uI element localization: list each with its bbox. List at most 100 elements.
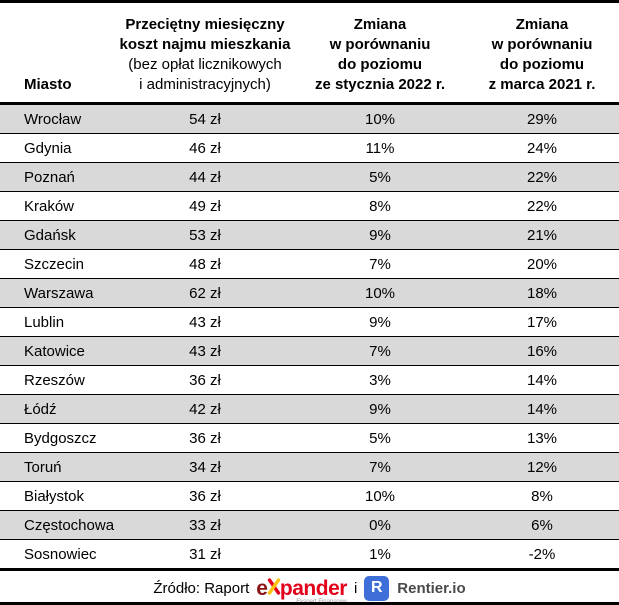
cell-cost: 31 zł: [115, 539, 295, 571]
cell-change_mar2021: 8%: [465, 481, 619, 511]
cell-city: Poznań: [0, 162, 115, 192]
cell-cost: 53 zł: [115, 220, 295, 250]
header-row: Miasto Przeciętny miesięczny koszt najmu m…: [0, 3, 619, 105]
table-row: Toruń 34 zł 7% 12%: [0, 452, 619, 482]
table-row: Białystok 36 zł 10% 8%: [0, 481, 619, 511]
cell-cost: 43 zł: [115, 307, 295, 337]
cell-change_jan2022: 7%: [295, 452, 465, 482]
expander-logo-e: e: [256, 576, 268, 600]
table-row: Rzeszów 36 zł 3% 14%: [0, 365, 619, 395]
header-line: koszt najmu mieszkania: [119, 36, 291, 53]
cell-change_mar2021: 22%: [465, 162, 619, 192]
cell-city: Wrocław: [0, 103, 115, 134]
cell-change_jan2022: 1%: [295, 539, 465, 571]
cell-change_jan2022: 8%: [295, 191, 465, 221]
source-footer: Źródło: Raport e pander Ekspert Finansow…: [0, 573, 619, 605]
header-line: w porównaniu: [329, 36, 431, 53]
cell-city: Białystok: [0, 481, 115, 511]
cell-change_mar2021: 21%: [465, 220, 619, 250]
column-header-city: Miasto: [0, 3, 115, 105]
cell-cost: 33 zł: [115, 510, 295, 540]
cell-city: Rzeszów: [0, 365, 115, 395]
cell-city: Gdańsk: [0, 220, 115, 250]
header-line: Zmiana: [353, 16, 407, 33]
cell-change_jan2022: 7%: [295, 336, 465, 366]
column-header-cost: Przeciętny miesięczny koszt najmu mieszka…: [115, 3, 295, 105]
cell-cost: 34 zł: [115, 452, 295, 482]
cell-change_mar2021: 18%: [465, 278, 619, 308]
cell-cost: 62 zł: [115, 278, 295, 308]
cell-cost: 46 zł: [115, 133, 295, 163]
rental-costs-table: Miasto Przeciętny miesięczny koszt najmu m…: [0, 3, 619, 571]
column-header-change_mar2021: Zmiana w porównaniu do poziomu z marca 2021…: [465, 3, 619, 105]
cell-cost: 49 zł: [115, 191, 295, 221]
cell-city: Szczecin: [0, 249, 115, 279]
cell-change_jan2022: 10%: [295, 103, 465, 134]
header-line: i administracyjnych): [139, 76, 271, 93]
table-row: Gdynia 46 zł 11% 24%: [0, 133, 619, 163]
table-row: Sosnowiec 31 zł 1% -2%: [0, 539, 619, 571]
cell-city: Warszawa: [0, 278, 115, 308]
cell-cost: 36 zł: [115, 423, 295, 453]
cell-cost: 36 zł: [115, 481, 295, 511]
header-line: (bez opłat licznikowych: [128, 56, 282, 73]
column-header-change_jan2022: Zmiana w porównaniu do poziomu ze stycznia …: [295, 3, 465, 105]
cell-cost: 43 zł: [115, 336, 295, 366]
cell-change_jan2022: 11%: [295, 133, 465, 163]
table-row: Wrocław 54 zł 10% 29%: [0, 103, 619, 134]
cell-change_jan2022: 0%: [295, 510, 465, 540]
header-line: ze stycznia 2022 r.: [314, 76, 446, 93]
cell-change_jan2022: 5%: [295, 423, 465, 453]
cell-cost: 54 zł: [115, 103, 295, 134]
table-row: Bydgoszcz 36 zł 5% 13%: [0, 423, 619, 453]
cell-change_jan2022: 5%: [295, 162, 465, 192]
cell-change_jan2022: 7%: [295, 249, 465, 279]
cell-cost: 36 zł: [115, 365, 295, 395]
header-line: Zmiana: [515, 16, 569, 33]
rentier-logo-label: Rentier.io: [397, 579, 466, 597]
cell-city: Katowice: [0, 336, 115, 366]
table-row: Poznań 44 zł 5% 22%: [0, 162, 619, 192]
cell-city: Sosnowiec: [0, 539, 115, 571]
table-row: Warszawa 62 zł 10% 18%: [0, 278, 619, 308]
cell-city: Kraków: [0, 191, 115, 221]
header-line: do poziomu: [499, 56, 585, 73]
cell-change_mar2021: 12%: [465, 452, 619, 482]
conjunction-text: i: [353, 579, 358, 597]
table-row: Kraków 49 zł 8% 22%: [0, 191, 619, 221]
cell-change_mar2021: 13%: [465, 423, 619, 453]
cell-change_mar2021: 20%: [465, 249, 619, 279]
header-line: Przeciętny miesięczny: [125, 16, 285, 33]
cell-change_jan2022: 9%: [295, 394, 465, 424]
cell-change_jan2022: 9%: [295, 220, 465, 250]
table-row: Częstochowa 33 zł 0% 6%: [0, 510, 619, 540]
cell-cost: 42 zł: [115, 394, 295, 424]
cell-change_jan2022: 3%: [295, 365, 465, 395]
table-row: Szczecin 48 zł 7% 20%: [0, 249, 619, 279]
cell-cost: 48 zł: [115, 249, 295, 279]
rentier-r-badge-icon: R: [364, 575, 390, 601]
table-row: Gdańsk 53 zł 9% 21%: [0, 220, 619, 250]
cell-change_mar2021: 16%: [465, 336, 619, 366]
header-line: w porównaniu: [491, 36, 593, 53]
expander-x-icon: [267, 578, 281, 598]
expander-logo-text: pander: [279, 576, 348, 600]
cell-change_mar2021: 17%: [465, 307, 619, 337]
cell-change_mar2021: 6%: [465, 510, 619, 540]
cell-city: Bydgoszcz: [0, 423, 115, 453]
source-text: Źródło: Raport: [153, 579, 250, 597]
cell-city: Toruń: [0, 452, 115, 482]
cell-change_jan2022: 10%: [295, 278, 465, 308]
table-row: Katowice 43 zł 7% 16%: [0, 336, 619, 366]
cell-change_mar2021: -2%: [465, 539, 619, 571]
cell-city: Łódź: [0, 394, 115, 424]
cell-change_mar2021: 24%: [465, 133, 619, 163]
table-row: Łódź 42 zł 9% 14%: [0, 394, 619, 424]
cell-change_mar2021: 14%: [465, 394, 619, 424]
header-line: do poziomu: [337, 56, 423, 73]
header-line: Miasto: [24, 76, 72, 93]
cell-change_mar2021: 14%: [465, 365, 619, 395]
cell-city: Lublin: [0, 307, 115, 337]
expander-logo-subtext: Ekspert Finansowy: [296, 598, 347, 605]
